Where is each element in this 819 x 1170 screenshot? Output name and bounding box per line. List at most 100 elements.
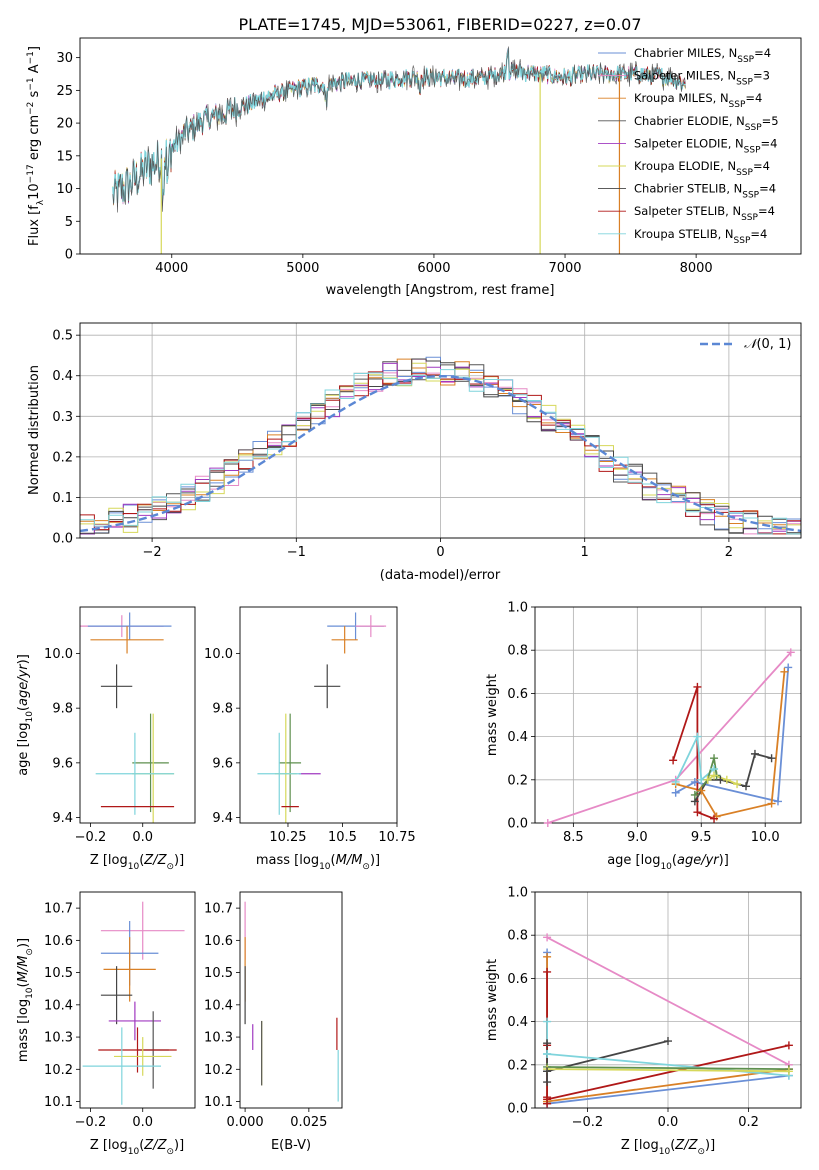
legend-entry: Salpeter ELODIE, NSSP=4 [634, 136, 777, 155]
x-tick-label: 5000 [286, 261, 319, 276]
y-tick-label: 10.5 [44, 966, 73, 981]
y-tick-label: 10.1 [44, 1095, 73, 1110]
frame: 0.000 0.025 10.1 10.2 10.3 10.4 10.5 10.6 10.7 [204, 891, 343, 1130]
x-tick-label: 9.0 [627, 830, 648, 845]
series-point [669, 756, 678, 765]
series-point [543, 967, 552, 976]
y-tick-label: 10.6 [44, 934, 73, 949]
x-axis-label: Z [log10(Z/Z⊙)] [90, 853, 184, 872]
normal-curve [80, 374, 801, 533]
plot-area [80, 612, 175, 823]
x-tick-label: 2 [725, 545, 733, 560]
y-axis-label: mass weight [485, 959, 500, 1041]
series-point [784, 1041, 793, 1050]
y-tick-label: 30 [56, 51, 73, 66]
figure-title: PLATE=1745, MJD=53061, FIBERID=0227, z=0… [238, 15, 641, 34]
axes-frame [79, 322, 802, 539]
series-point [767, 754, 776, 763]
y-tick-label: 10.5 [204, 966, 233, 981]
series-point [780, 667, 789, 676]
y-tick-label: 0.4 [507, 1015, 528, 1030]
legend-entry: Kroupa MILES, NSSP=4 [634, 91, 762, 110]
series-line [547, 651, 792, 823]
y-tick-label: 10.6 [204, 934, 233, 949]
frame: 4000 5000 6000 7000 8000 0 5 10 15 20 25 30 [56, 37, 802, 276]
y-tick-label: 0.6 [507, 972, 528, 987]
y-axis-label: Flux [fλ10−17 erg cm−2 s−1 A−1] [26, 46, 46, 246]
axes-mass_weight_vs_Z: −0.2 0.0 0.2 0.0 0.2 0.4 0.6 0.8 1.0 [507, 886, 802, 1130]
series-point [690, 790, 699, 799]
x-axis-label: Z [log10(Z/Z⊙)] [90, 1138, 184, 1157]
series-line [546, 1044, 790, 1101]
axes-frame [79, 606, 196, 824]
x-tick-label: 10.5 [328, 830, 357, 845]
x-axis-label: E(B-V) [271, 1138, 311, 1153]
y-tick-label: 9.6 [52, 756, 73, 771]
y-tick-label: 9.8 [212, 702, 233, 717]
series-line [547, 1068, 789, 1073]
series-point [697, 786, 706, 795]
axes-frame [79, 891, 196, 1109]
legend-entry: Kroupa STELIB, NSSP=4 [634, 227, 767, 246]
x-tick-label: 4000 [155, 261, 188, 276]
series-point [733, 780, 742, 789]
series-point [710, 814, 719, 823]
series-point [690, 777, 699, 786]
axes-mass_vs_Z: −0.2 0.0 10.1 10.2 10.3 10.4 10.5 10.6 10.7 [44, 891, 196, 1130]
series-point [543, 1039, 552, 1048]
frame: −0.2 0.0 0.2 0.0 0.2 0.4 0.6 0.8 1.0 [507, 886, 802, 1130]
axes-age_vs_Z: −0.2 0.0 9.4 9.6 9.8 10.0 [44, 606, 196, 845]
axes-mass_weight_vs_age: 8.5 9.0 9.5 10.0 0.0 0.2 0.4 0.6 0.8 1.0 [507, 601, 802, 845]
x-tick-label: 0.0 [658, 1115, 679, 1130]
plot-area [80, 356, 801, 535]
x-tick-label: 0.0 [132, 830, 153, 845]
y-tick-label: 9.8 [52, 702, 73, 717]
series-point [543, 1078, 552, 1087]
series-point [543, 1067, 552, 1076]
x-axis-label: wavelength [Angstrom, rest frame] [326, 283, 555, 298]
x-axis-label: Z [log10(Z/Z⊙)] [621, 1138, 715, 1157]
histogram-step [80, 369, 801, 535]
axes-frame [534, 606, 802, 824]
series-point [693, 682, 702, 691]
y-tick-label: 10.3 [204, 1031, 233, 1046]
y-tick-label: 1.0 [507, 601, 528, 616]
frame: −0.2 0.0 10.1 10.2 10.3 10.4 10.5 10.6 10.7 [44, 891, 196, 1130]
series-point [543, 1099, 552, 1108]
series-point [543, 819, 552, 827]
y-axis-label: Normed distribution [27, 365, 42, 495]
y-tick-label: 25 [56, 84, 73, 99]
y-tick-label: 15 [56, 149, 73, 164]
y-tick-label: 10.7 [204, 902, 233, 917]
y-tick-label: 9.6 [212, 756, 233, 771]
x-tick-label: 1 [581, 545, 589, 560]
series-point [784, 663, 793, 672]
legend-entry: Chabrier STELIB, NSSP=4 [634, 182, 776, 201]
x-tick-label: −1 [287, 545, 306, 560]
spectrum-line [112, 46, 686, 213]
series-line [546, 936, 790, 1066]
series-point [742, 782, 751, 791]
y-axis-label: mass weight [485, 674, 500, 756]
series-point [693, 808, 702, 817]
y-tick-label: 0.0 [507, 817, 528, 832]
series-point [767, 799, 776, 808]
x-tick-label: 10.75 [378, 830, 415, 845]
y-tick-label: 0.5 [52, 329, 73, 344]
y-tick-label: 0.1 [52, 491, 73, 506]
plot-area [547, 651, 792, 823]
frame: 8.5 9.0 9.5 10.0 0.0 0.2 0.4 0.6 0.8 1.0 [507, 601, 802, 845]
x-tick-label: −0.2 [75, 830, 107, 845]
axes-frame [534, 891, 802, 1109]
axes-spectrum: 4000 5000 6000 7000 8000 0 5 10 15 20 25 30 [56, 37, 802, 276]
series-line [672, 686, 715, 820]
series-line [546, 1068, 790, 1103]
x-tick-label: 0.025 [290, 1115, 327, 1130]
series-point [786, 648, 795, 657]
plot-area [244, 901, 339, 1102]
y-tick-label: 0.6 [507, 687, 528, 702]
y-tick-label: 20 [56, 117, 73, 132]
series-point [722, 775, 731, 784]
